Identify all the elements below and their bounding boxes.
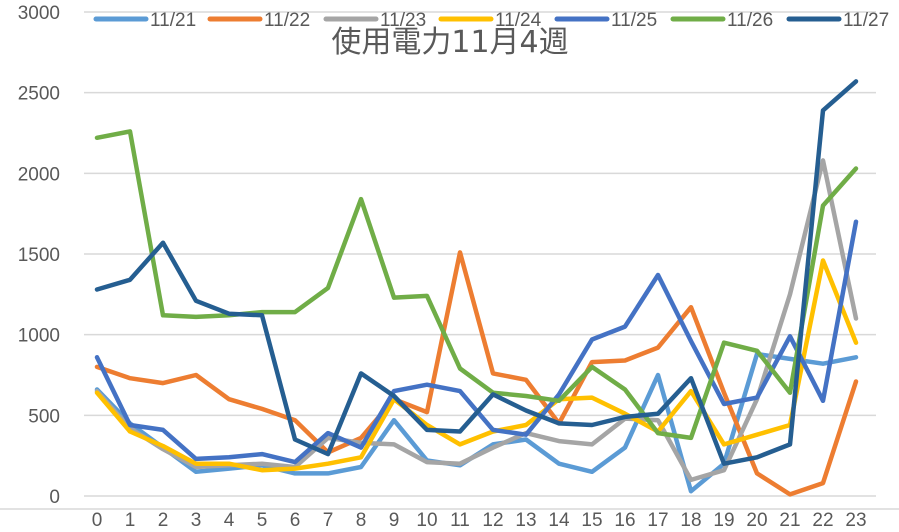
x-tick-label: 1	[125, 510, 136, 531]
legend-item: 11/21	[93, 10, 196, 31]
x-tick-label: 16	[614, 510, 635, 531]
y-tick-label: 2500	[18, 84, 60, 105]
x-tick-label: 14	[548, 510, 570, 531]
y-tick-label: 0	[49, 487, 60, 508]
series-line-11-27	[94, 79, 859, 466]
x-tick-label: 20	[746, 510, 767, 531]
x-tick-label: 10	[416, 510, 437, 531]
x-tick-label: 8	[356, 510, 367, 531]
legend-label: 11/21	[150, 10, 196, 31]
legend-label: 11/27	[843, 10, 889, 31]
legend-label: 11/24	[495, 10, 542, 31]
x-tick-label: 11	[450, 510, 470, 531]
legend: 11/21 11/22 11/23 11/24 11/25 11/26 11/27	[93, 10, 889, 31]
x-tick-label: 13	[515, 510, 536, 531]
y-tick-label: 500	[28, 406, 60, 427]
legend-label: 11/23	[380, 10, 426, 31]
x-tick-label: 6	[290, 510, 301, 531]
x-tick-label: 18	[680, 510, 701, 531]
x-tick-label: 17	[647, 510, 668, 531]
legend-item: 11/24	[438, 10, 542, 31]
y-tick-label: 3000	[18, 3, 60, 24]
legend-item: 11/25	[554, 10, 657, 31]
x-tick-label: 0	[92, 510, 103, 531]
x-tick-label: 22	[812, 510, 833, 531]
series-lines	[94, 79, 859, 497]
x-tick-label: 9	[389, 510, 400, 531]
y-tick-label: 2000	[18, 164, 60, 185]
x-tick-label: 23	[845, 510, 866, 531]
y-tick-label: 1500	[18, 245, 60, 266]
x-tick-label: 5	[257, 510, 268, 531]
y-tick-label: 1000	[18, 326, 60, 347]
chart-title: 使用電力11月4週	[331, 25, 568, 60]
series-line-11-26	[94, 129, 859, 441]
series-line-11-24	[94, 258, 859, 473]
legend-label: 11/22	[264, 10, 310, 31]
series-line-11-21	[94, 351, 859, 494]
legend-item: 11/27	[786, 10, 889, 31]
x-tick-label: 3	[191, 510, 202, 531]
x-tick-label: 15	[581, 510, 602, 531]
gridlines	[0, 11, 899, 510]
legend-label: 11/25	[611, 10, 657, 31]
legend-item: 11/22	[207, 10, 310, 31]
x-tick-label: 12	[482, 510, 503, 531]
y-axis-tick-labels: 0 500 1000 1500 2000 2500 3000	[18, 3, 60, 508]
x-tick-label: 2	[158, 510, 169, 531]
x-tick-label: 4	[224, 510, 235, 531]
x-tick-label: 19	[713, 510, 734, 531]
x-tick-label: 21	[779, 510, 800, 531]
legend-item: 11/26	[670, 10, 773, 31]
legend-item: 11/23	[323, 10, 426, 31]
x-tick-label: 7	[323, 510, 334, 531]
series-line-11-22	[94, 250, 859, 497]
x-axis-tick-labels: 0 1 2 3 4 5 6 7 8 9 10 11 12 13 14 15 16 17 18 19 20 21 22 23	[92, 510, 867, 531]
legend-label: 11/26	[727, 10, 773, 31]
